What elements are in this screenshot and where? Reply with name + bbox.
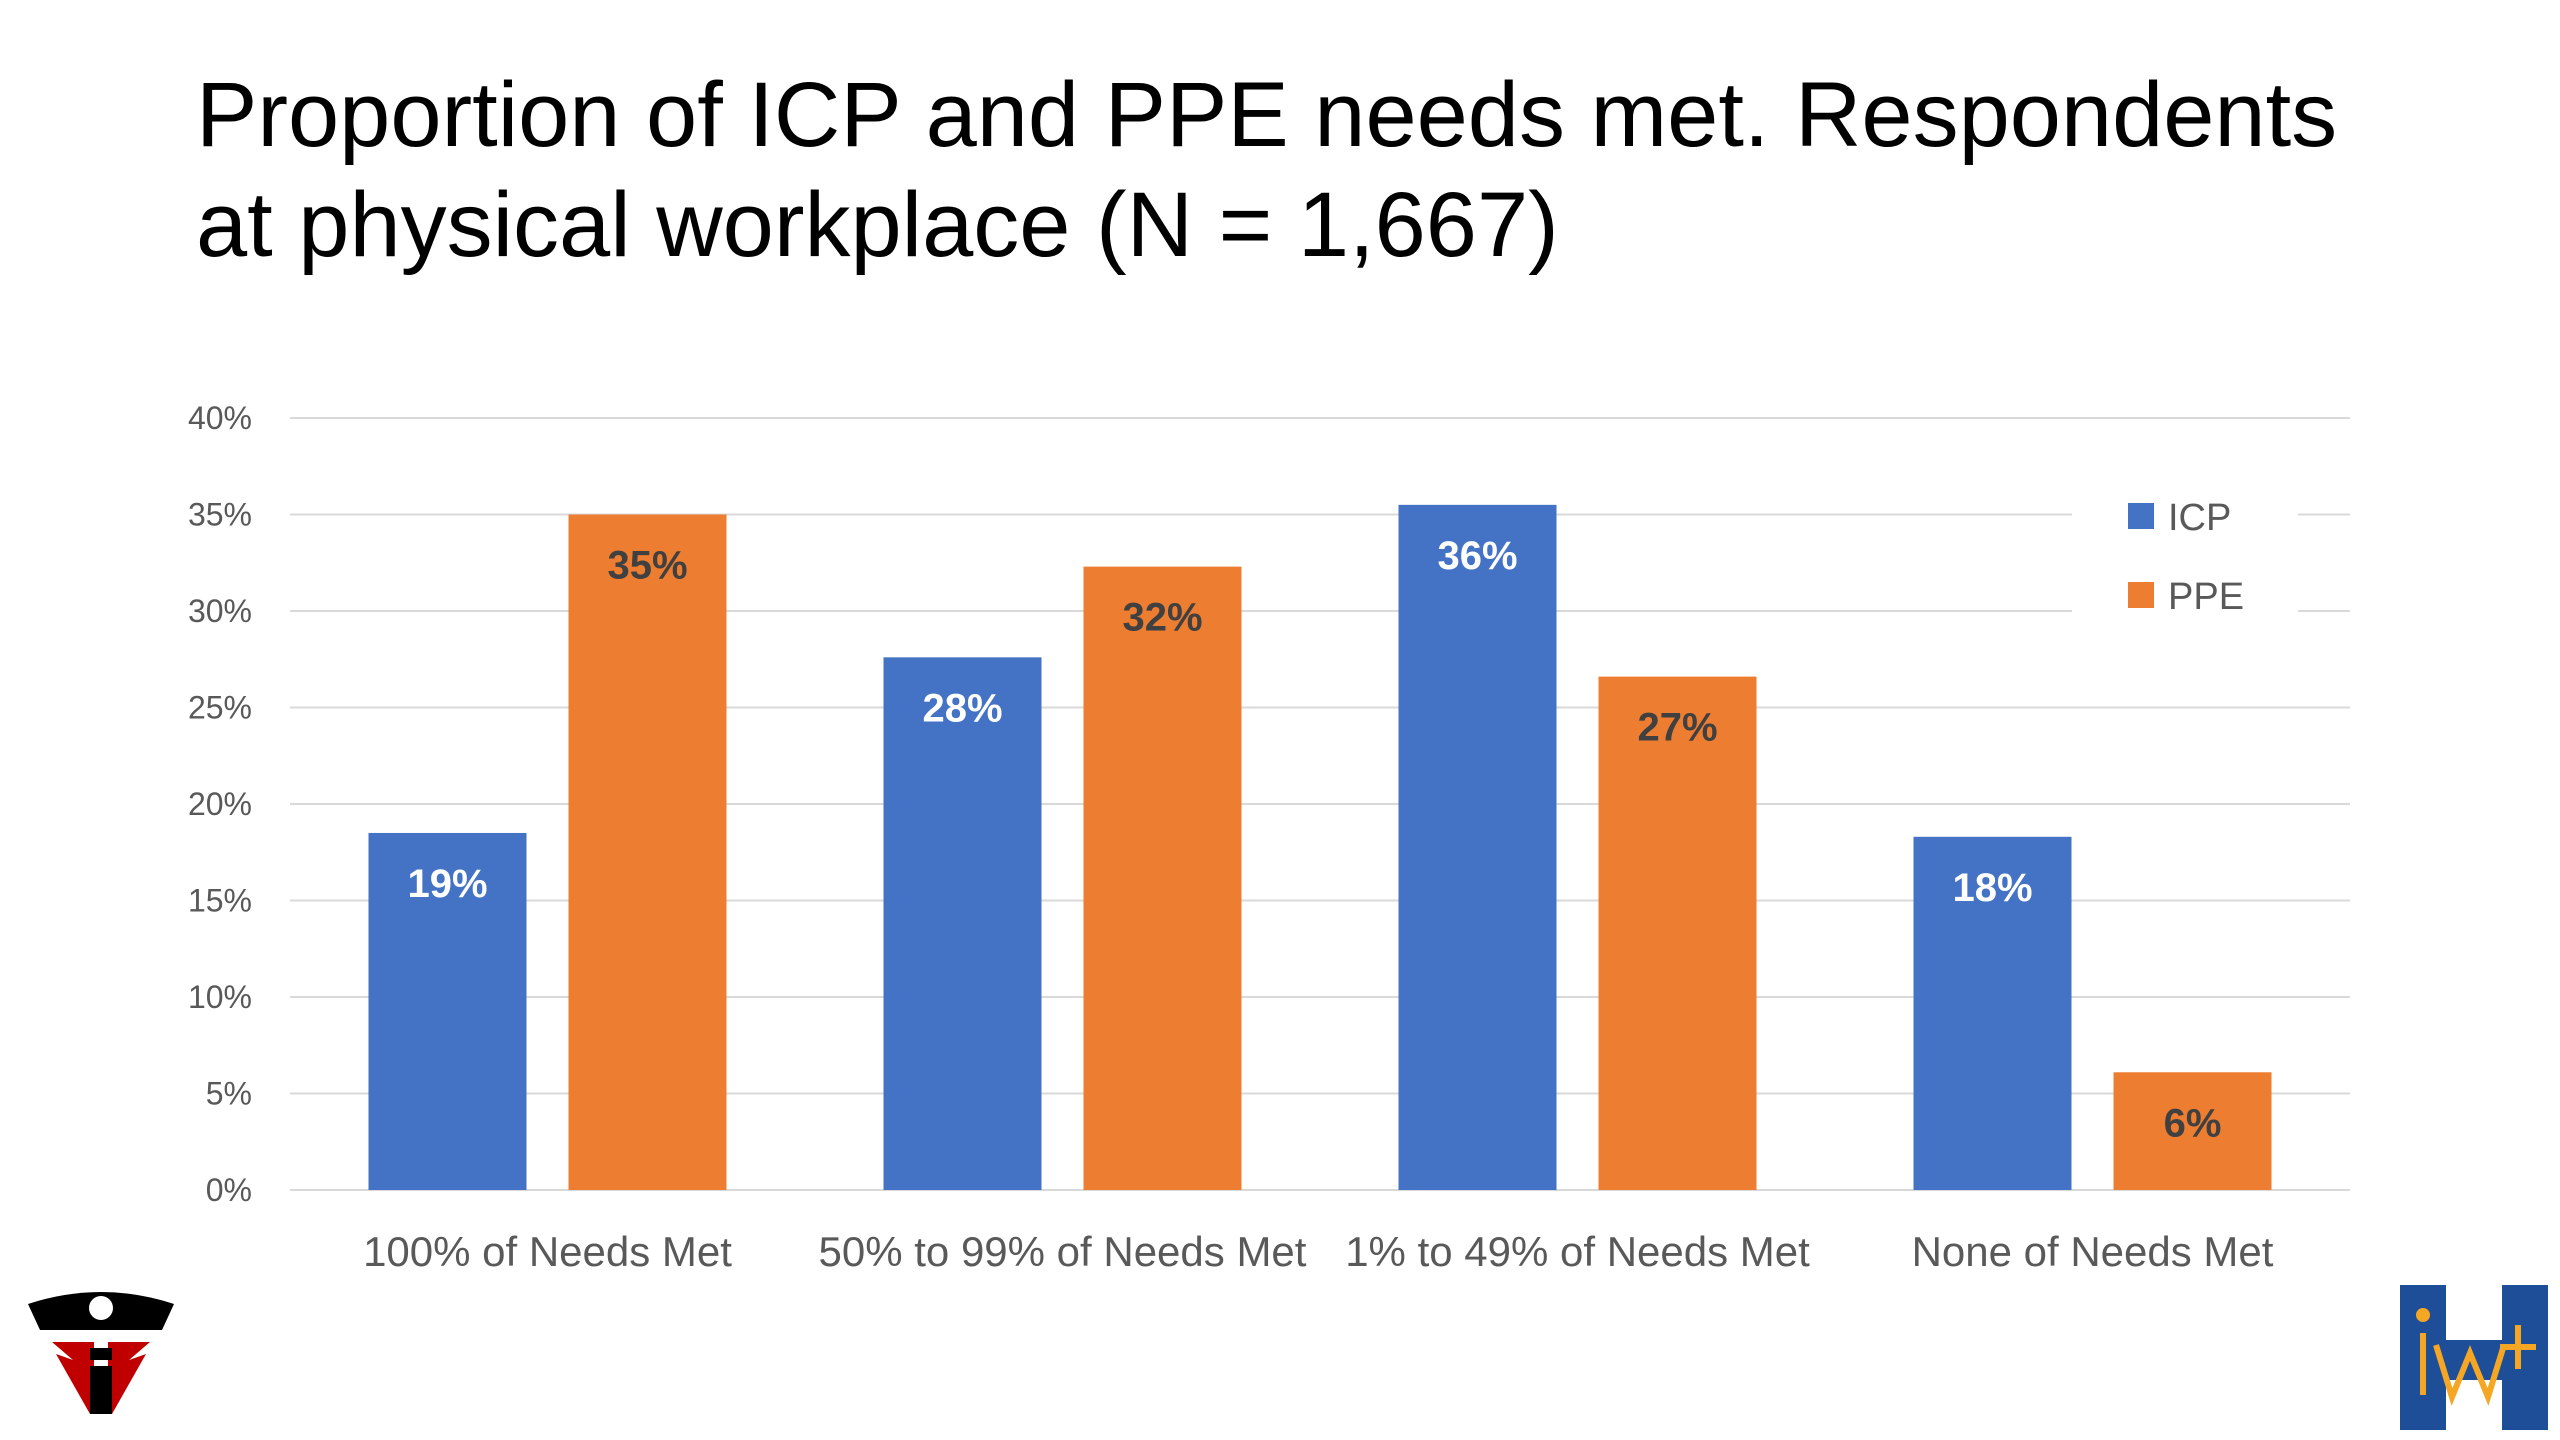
legend-box — [2072, 478, 2298, 648]
bar-icp — [368, 832, 527, 1190]
legend-swatch-ppe — [2128, 582, 2154, 608]
helmet-shield-logo-icon — [28, 1292, 174, 1414]
bar-data-label: 18% — [1952, 866, 2032, 910]
y-axis-ticks: 0% 5% 10% 15% 20% 25% 30% 35% 40% — [188, 400, 252, 1208]
y-tick-label: 40% — [188, 400, 252, 436]
legend-label: PPE — [2168, 576, 2244, 618]
bar-ppe — [2113, 1072, 2272, 1190]
bar-data-label: 6% — [2164, 1101, 2222, 1145]
legend-swatch-icp — [2128, 503, 2154, 529]
slide-title: Proportion of ICP and PPE needs met. Res… — [196, 64, 2338, 276]
bar-ppe — [1598, 676, 1757, 1190]
legend-label: ICP — [2168, 497, 2231, 539]
bar-icp — [1913, 836, 2072, 1190]
y-tick-label: 20% — [188, 786, 252, 822]
y-tick-label: 35% — [188, 497, 252, 533]
bar-data-labels: 19% 35% 28% 32% 36% 27% 18% 6% — [407, 534, 2221, 1145]
x-category-label: 100% of Needs Met — [363, 1228, 732, 1275]
x-category-label: 50% to 99% of Needs Met — [819, 1228, 1307, 1275]
bar-data-label: 35% — [607, 544, 687, 588]
bar-data-label: 28% — [922, 686, 1002, 730]
x-axis-categories: 100% of Needs Met 50% to 99% of Needs Met… — [363, 1228, 2274, 1275]
legend: ICP PPE — [2072, 478, 2298, 648]
y-tick-label: 30% — [188, 593, 252, 629]
bar-icp — [883, 657, 1042, 1190]
y-tick-label: 25% — [188, 690, 252, 726]
x-category-label: 1% to 49% of Needs Met — [1345, 1228, 1810, 1275]
bar-icp — [1398, 504, 1557, 1191]
bar-ppe — [1083, 566, 1242, 1190]
y-tick-label: 5% — [206, 1076, 252, 1112]
bar-data-label: 19% — [407, 862, 487, 906]
y-tick-label: 0% — [206, 1172, 252, 1208]
bar-data-label: 27% — [1637, 706, 1717, 750]
y-tick-label: 10% — [188, 979, 252, 1015]
bar-data-label: 36% — [1437, 534, 1517, 578]
bar-ppe — [568, 514, 727, 1190]
y-tick-label: 15% — [188, 883, 252, 919]
x-category-label: None of Needs Met — [1912, 1228, 2274, 1275]
bar-data-label: 32% — [1122, 596, 1202, 640]
bars — [368, 504, 2272, 1191]
iwh-logo-icon — [2400, 1285, 2548, 1430]
